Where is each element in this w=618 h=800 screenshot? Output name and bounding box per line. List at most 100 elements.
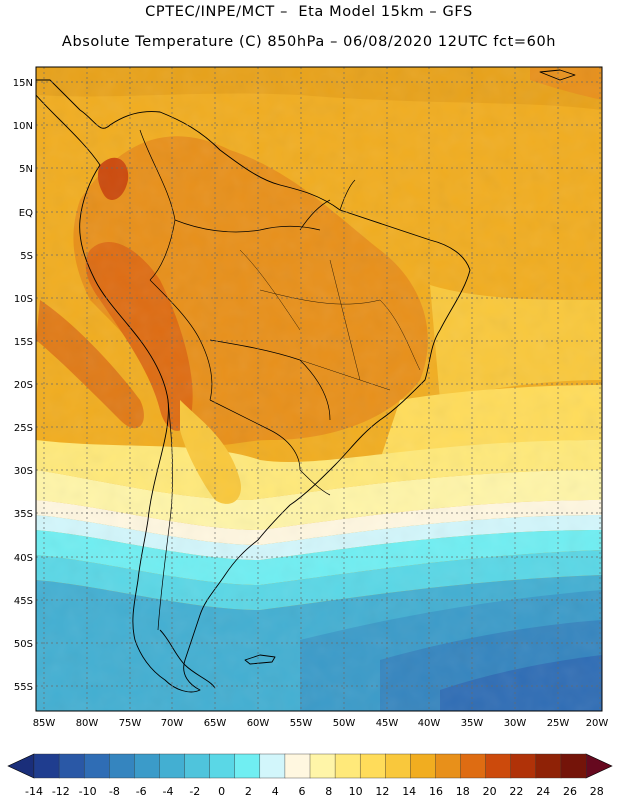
border-bolivia-brazil <box>209 339 331 421</box>
colorbar-cell <box>259 753 286 779</box>
longitude-labels: 85W 80W 75W 70W 65W 60W 55W 50W 45W 40W … <box>33 718 609 729</box>
falklands <box>244 654 276 665</box>
lon-label: 25W <box>547 718 570 729</box>
colorbar-cell <box>535 753 562 779</box>
colorbar-label: 16 <box>429 785 443 798</box>
tierra-del-fuego <box>159 629 216 689</box>
lat-label: 55S <box>14 682 33 693</box>
lon-label: 20W <box>586 718 609 729</box>
lat-label: 25S <box>14 423 33 434</box>
colorbar-label: 6 <box>299 785 306 798</box>
chart-title-line-1: CPTEC/INPE/MCT – Eta Model 15km – GFS <box>145 4 473 20</box>
colorbar-label: 20 <box>483 785 497 798</box>
lat-label: 50S <box>14 639 33 650</box>
colorbar-cell <box>510 753 537 779</box>
map-frame <box>35 66 603 712</box>
border-argentina-paraguay <box>209 399 301 471</box>
colorbar-label: -10 <box>79 785 97 798</box>
colorbar-cell <box>234 753 261 779</box>
grid-lines <box>36 67 602 711</box>
colorbar-cell <box>460 753 487 779</box>
lat-label: 15N <box>13 78 33 89</box>
colorbar-cell <box>284 753 311 779</box>
latitude-labels: 15N 10N 5N EQ 5S 10S 15S 20S 25S 30S 35S… <box>13 78 33 693</box>
colorbar-high-triangle <box>585 753 613 779</box>
colorbar-label: -4 <box>163 785 174 798</box>
lat-label: 5N <box>19 164 33 175</box>
lat-label: 45S <box>14 596 33 607</box>
brazil-states <box>239 249 421 391</box>
lon-label: 35W <box>461 718 484 729</box>
border-chile-argentina <box>157 399 173 631</box>
lon-label: 80W <box>76 718 99 729</box>
lon-label: 65W <box>204 718 227 729</box>
colorbar-label: -14 <box>25 785 43 798</box>
colorbar-cell <box>359 753 386 779</box>
border-peru-bolivia <box>149 279 213 401</box>
colorbar-cell <box>485 753 512 779</box>
state-borders <box>239 249 421 391</box>
colorbar-cell <box>159 753 186 779</box>
colorbar-cell <box>410 753 436 779</box>
colorbar-cell <box>309 753 336 779</box>
colorbar-label: 8 <box>325 785 332 798</box>
colorbar-cell <box>33 753 60 779</box>
colorbar-label: 24 <box>536 785 550 798</box>
lon-label: 40W <box>418 718 441 729</box>
lat-label: 10S <box>14 294 33 305</box>
lat-label: 15S <box>14 337 33 348</box>
colorbar-label: 12 <box>375 785 389 798</box>
colorbar-label: 2 <box>245 785 252 798</box>
colorbar-label: -6 <box>136 785 147 798</box>
lon-label: 55W <box>290 718 313 729</box>
border-guianas <box>299 179 356 231</box>
colorbar-cell <box>58 753 85 779</box>
colorbar-label: -12 <box>52 785 70 798</box>
colorbar-cells <box>33 753 587 779</box>
colorbar-label: 14 <box>402 785 416 798</box>
field-texture <box>36 67 602 711</box>
colorbar-cell <box>385 753 411 779</box>
colorbar-cell <box>109 753 135 779</box>
border-colombia <box>139 129 176 281</box>
colorbar-label: 4 <box>272 785 279 798</box>
chart-title-line-2: Absolute Temperature (C) 850hPa – 06/08/… <box>61 34 557 50</box>
lat-label: 20S <box>14 380 33 391</box>
south-america-coast <box>36 79 471 693</box>
temperature-field <box>36 67 602 711</box>
color-bar: -14 -12 -10 -8 -6 -4 -2 0 2 4 6 8 10 12 … <box>7 753 613 798</box>
colorbar-label: 22 <box>509 785 523 798</box>
colorbar-cell <box>184 753 211 779</box>
colorbar-low-triangle <box>7 753 35 779</box>
border-venezuela-brazil <box>174 219 321 233</box>
colorbar-cell <box>334 753 361 779</box>
coastlines <box>36 69 576 693</box>
lon-label: 70W <box>161 718 184 729</box>
colorbar-cell <box>134 753 160 779</box>
lon-label: 60W <box>247 718 270 729</box>
colorbar-label: 28 <box>590 785 604 798</box>
colorbar-labels: -14 -12 -10 -8 -6 -4 -2 0 2 4 6 8 10 12 … <box>25 785 604 798</box>
colorbar-cell <box>435 753 462 779</box>
lon-label: 85W <box>33 718 56 729</box>
lat-label: 35S <box>14 509 33 520</box>
border-uruguay <box>299 469 331 496</box>
lon-label: 75W <box>119 718 142 729</box>
colorbar-cell <box>83 753 110 779</box>
colorbar-cell <box>560 753 587 779</box>
colorbar-label: -2 <box>189 785 200 798</box>
colorbar-label: 26 <box>563 785 577 798</box>
lat-label: 40S <box>14 553 33 564</box>
lat-label: 5S <box>20 251 33 262</box>
colorbar-label: 18 <box>456 785 470 798</box>
lat-label: EQ <box>19 208 33 219</box>
colorbar-label: -8 <box>109 785 120 798</box>
national-borders <box>139 129 356 631</box>
colorbar-label: 10 <box>349 785 363 798</box>
colorbar-label: 0 <box>218 785 225 798</box>
lat-label: 10N <box>13 121 33 132</box>
lon-label: 45W <box>376 718 399 729</box>
lon-label: 30W <box>504 718 527 729</box>
caribbean-islands <box>539 69 576 81</box>
